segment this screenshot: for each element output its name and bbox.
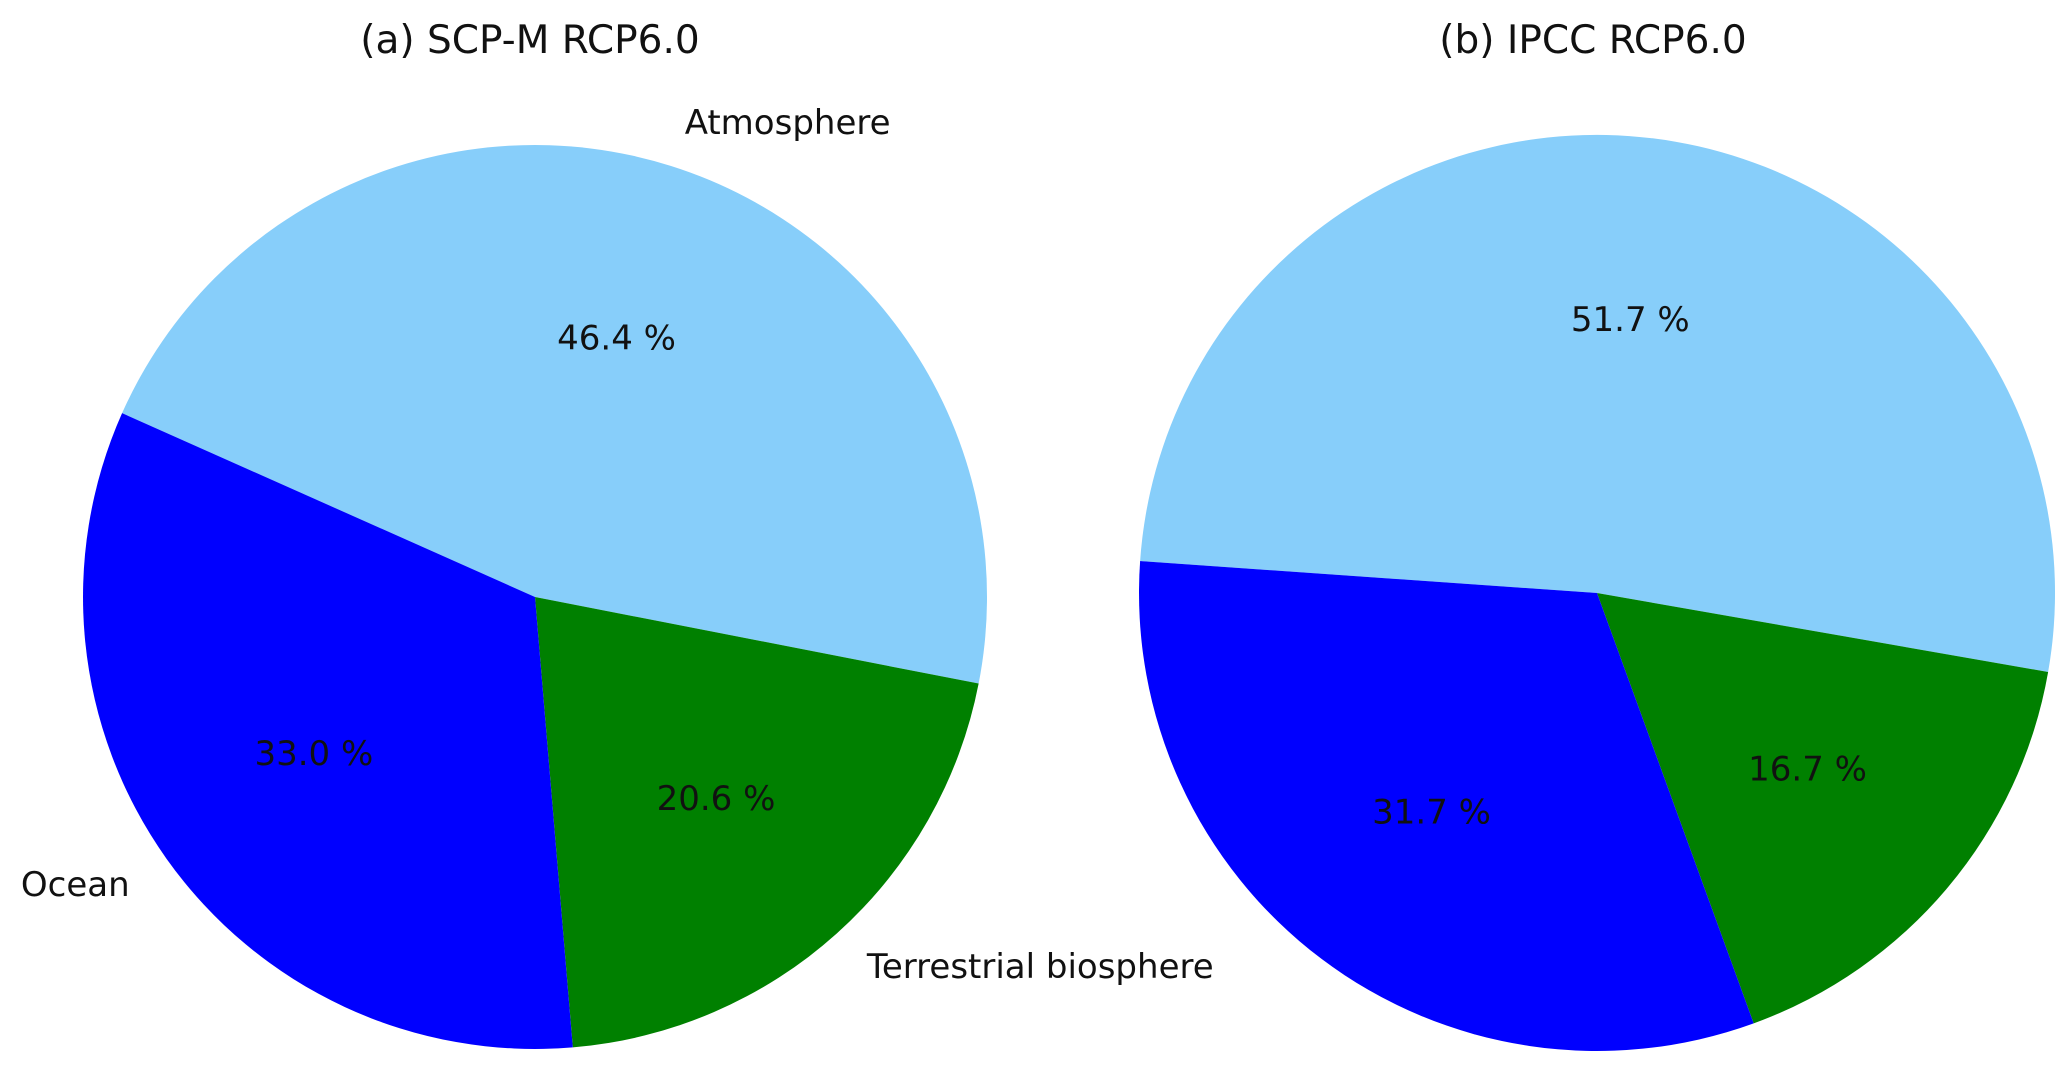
labels-b: 51.7 % 16.7 % 31.7 % [1372,300,1867,832]
pie-slice-atmosphere [1140,134,2056,673]
slices-b [1139,134,2056,1051]
category-label-terrestrial-biosphere: Terrestrial biosphere [866,947,1214,987]
percent-label-ocean: 33.0 % [254,734,373,774]
percent-label-ocean: 31.7 % [1372,793,1491,833]
pie-chart-b: (b) IPCC RCP6.0 51.7 % 16.7 % 31.7 % [1139,18,2056,1051]
chart-title-a: (a) SCP-M RCP6.0 [360,18,699,63]
pie-chart-a: (a) SCP-M RCP6.0 46.4 % Atmosphere 20.6 % T… [21,18,1214,1049]
slices-a [83,144,988,1049]
percent-label-atmosphere: 51.7 % [1571,300,1690,340]
pie-slice-terrestrial-biosphere [1597,593,2049,1024]
pie-slice-ocean [83,413,573,1049]
percent-label-terrestrial-biosphere: 16.7 % [1748,750,1867,790]
category-label-ocean: Ocean [21,865,130,905]
percent-label-terrestrial-biosphere: 20.6 % [657,779,776,819]
pie-slice-atmosphere [122,144,988,684]
chart-title-b: (b) IPCC RCP6.0 [1439,18,1746,63]
percent-label-atmosphere: 46.4 % [557,318,676,358]
category-label-atmosphere: Atmosphere [685,103,891,143]
labels-a: 46.4 % Atmosphere 20.6 % Terrestrial biosph… [21,103,1214,987]
pie-slice-terrestrial-biosphere [535,597,979,1048]
pie-slice-ocean [1139,561,1754,1051]
